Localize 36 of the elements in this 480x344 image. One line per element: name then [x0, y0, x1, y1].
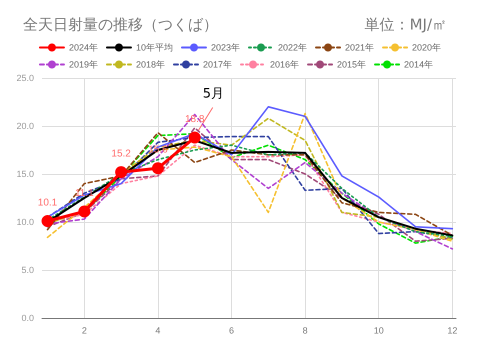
y-tick-label: 15.0 [16, 169, 34, 179]
legend-label: 2023年 [210, 42, 240, 52]
legend-label: 2020年 [412, 42, 442, 52]
legend-label: 2017年 [202, 60, 232, 70]
x-tick-label: 6 [229, 326, 234, 336]
y-tick-label: 0.0 [21, 313, 34, 323]
y-tick-label: 10.0 [16, 217, 34, 227]
point [115, 166, 128, 178]
point [78, 205, 90, 218]
x-tick-label: 8 [302, 326, 308, 336]
legend-label: 2019年 [68, 60, 98, 70]
x-tick-label: 10 [374, 326, 384, 336]
legend-label: 2014年 [404, 60, 434, 70]
x-tick-label: 2 [82, 326, 87, 336]
y-tick-label: 25.0 [16, 73, 34, 83]
legend-label: 2018年 [136, 60, 165, 70]
y-tick-label: 5.0 [21, 265, 34, 275]
point [152, 162, 164, 174]
y-tick-label: 20.0 [16, 121, 34, 131]
chart-title: 全天日射量の推移（つくば） [23, 16, 218, 34]
point [188, 132, 201, 144]
annotation: 5月 [202, 86, 224, 102]
legend-label: 2024年 [68, 42, 98, 52]
data-label: 15.2 [111, 148, 132, 160]
data-label: 15.6 [148, 144, 168, 156]
legend-label: 2015年 [337, 60, 366, 70]
x-tick-label: 4 [155, 326, 160, 336]
point [42, 215, 54, 228]
chart-subtitle: 単位：MJ/㎡ [364, 16, 447, 34]
legend-label: 2021年 [345, 42, 374, 52]
legend-label: 2016年 [270, 60, 300, 70]
legend-label: 2022年 [278, 42, 308, 52]
data-label: 11.1 [74, 188, 94, 199]
data-label: 10.1 [38, 198, 58, 209]
legend-label: 10年平均 [136, 42, 173, 52]
x-tick-label: 12 [447, 326, 458, 336]
